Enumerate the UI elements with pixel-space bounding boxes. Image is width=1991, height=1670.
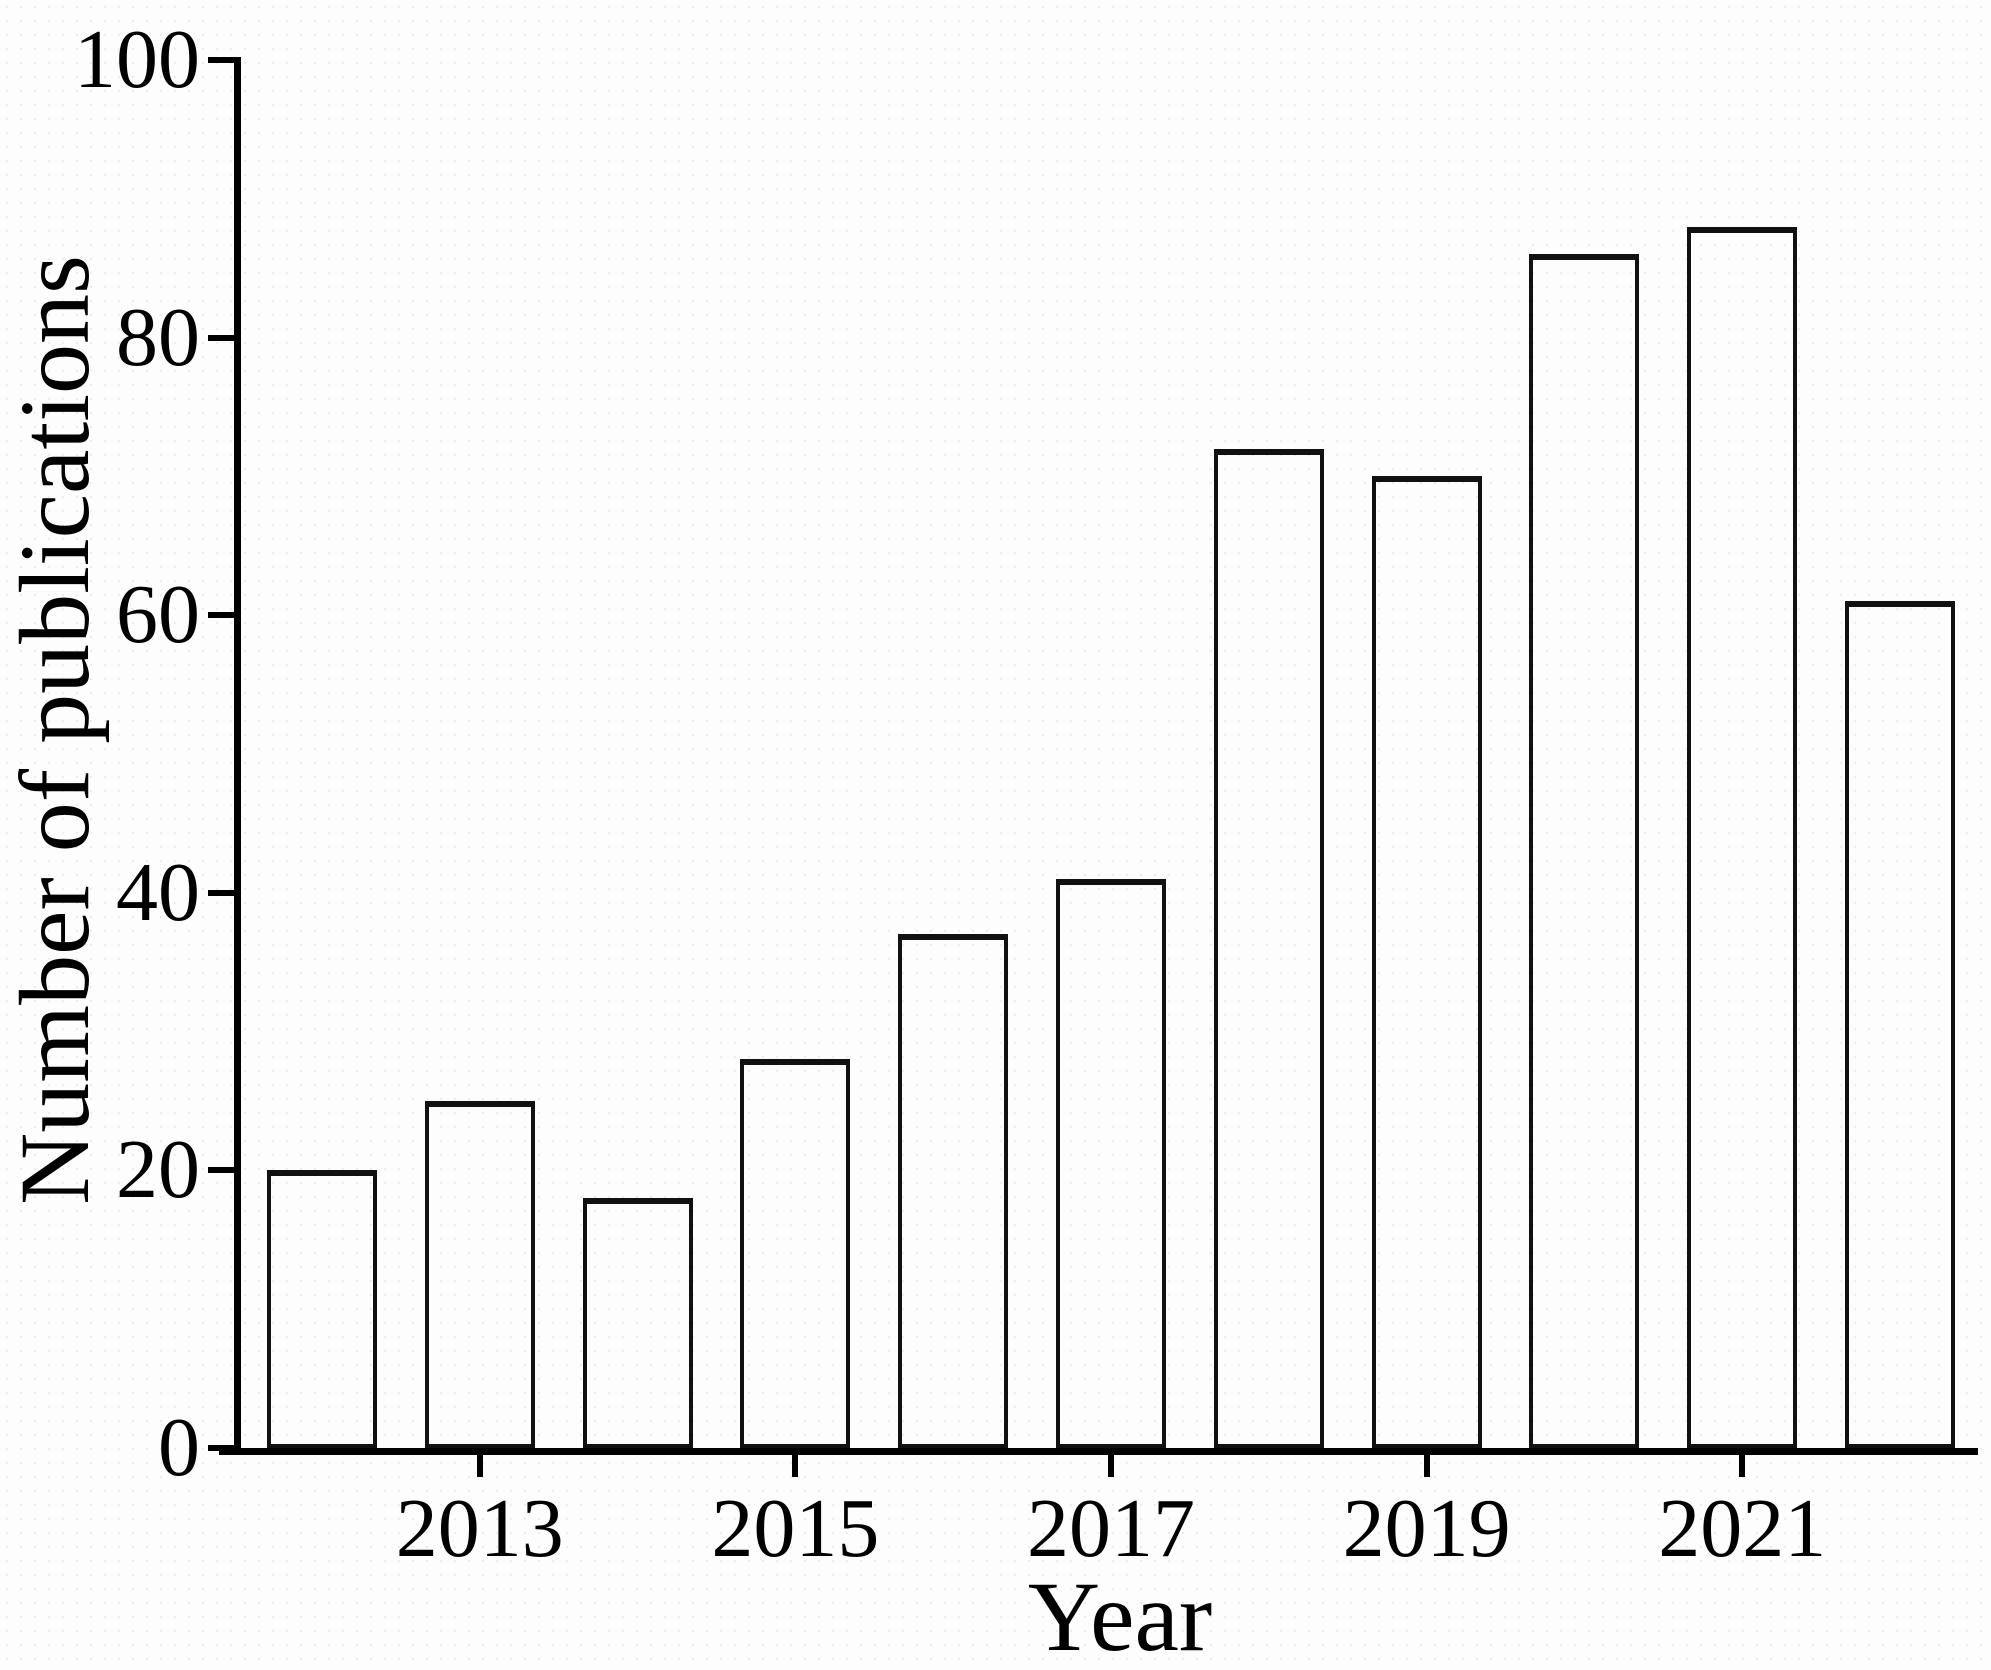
y-tick-label-40: 40 — [116, 845, 200, 939]
y-tick-20 — [208, 1167, 236, 1174]
bar-2018 — [1213, 448, 1324, 1448]
y-tick-label-0: 0 — [158, 1401, 200, 1494]
y-tick-label-80: 80 — [116, 290, 200, 384]
bar-2021 — [1687, 226, 1798, 1448]
bar-2017 — [1056, 878, 1166, 1448]
x-tick-2013 — [476, 1455, 483, 1477]
y-tick-40 — [208, 889, 236, 896]
x-axis-line — [219, 1448, 1978, 1455]
x-tick-2017 — [1108, 1455, 1114, 1477]
bar-2016 — [898, 934, 1009, 1448]
y-tick-label-100: 100 — [74, 13, 200, 106]
y-tick-0 — [208, 1445, 236, 1451]
bar-2020 — [1529, 254, 1640, 1448]
x-tick-2021 — [1739, 1455, 1746, 1477]
y-axis-title: Number of publications — [0, 255, 110, 1205]
x-tick-label-2017: 2017 — [1027, 1482, 1195, 1575]
bar-2015 — [740, 1059, 851, 1448]
y-tick-80 — [208, 334, 236, 341]
x-tick-label-2019: 2019 — [1342, 1482, 1511, 1575]
bar-2022 — [1845, 601, 1955, 1448]
bar-2014 — [582, 1198, 693, 1448]
x-tick-label-2021: 2021 — [1658, 1482, 1827, 1575]
y-tick-label-60: 60 — [116, 568, 200, 662]
x-tick-label-2015: 2015 — [711, 1482, 880, 1575]
x-tick-2015 — [792, 1455, 799, 1477]
y-axis-line — [234, 57, 241, 1455]
bar-2019 — [1371, 476, 1482, 1448]
x-tick-label-2013: 2013 — [395, 1482, 564, 1575]
y-tick-60 — [208, 612, 236, 619]
x-axis-title: Year — [1027, 1561, 1213, 1670]
bar-2013 — [424, 1101, 535, 1448]
x-tick-2019 — [1423, 1455, 1430, 1477]
y-tick-100 — [208, 57, 236, 63]
y-tick-label-20: 20 — [116, 1123, 200, 1217]
bar-2012 — [267, 1170, 377, 1448]
